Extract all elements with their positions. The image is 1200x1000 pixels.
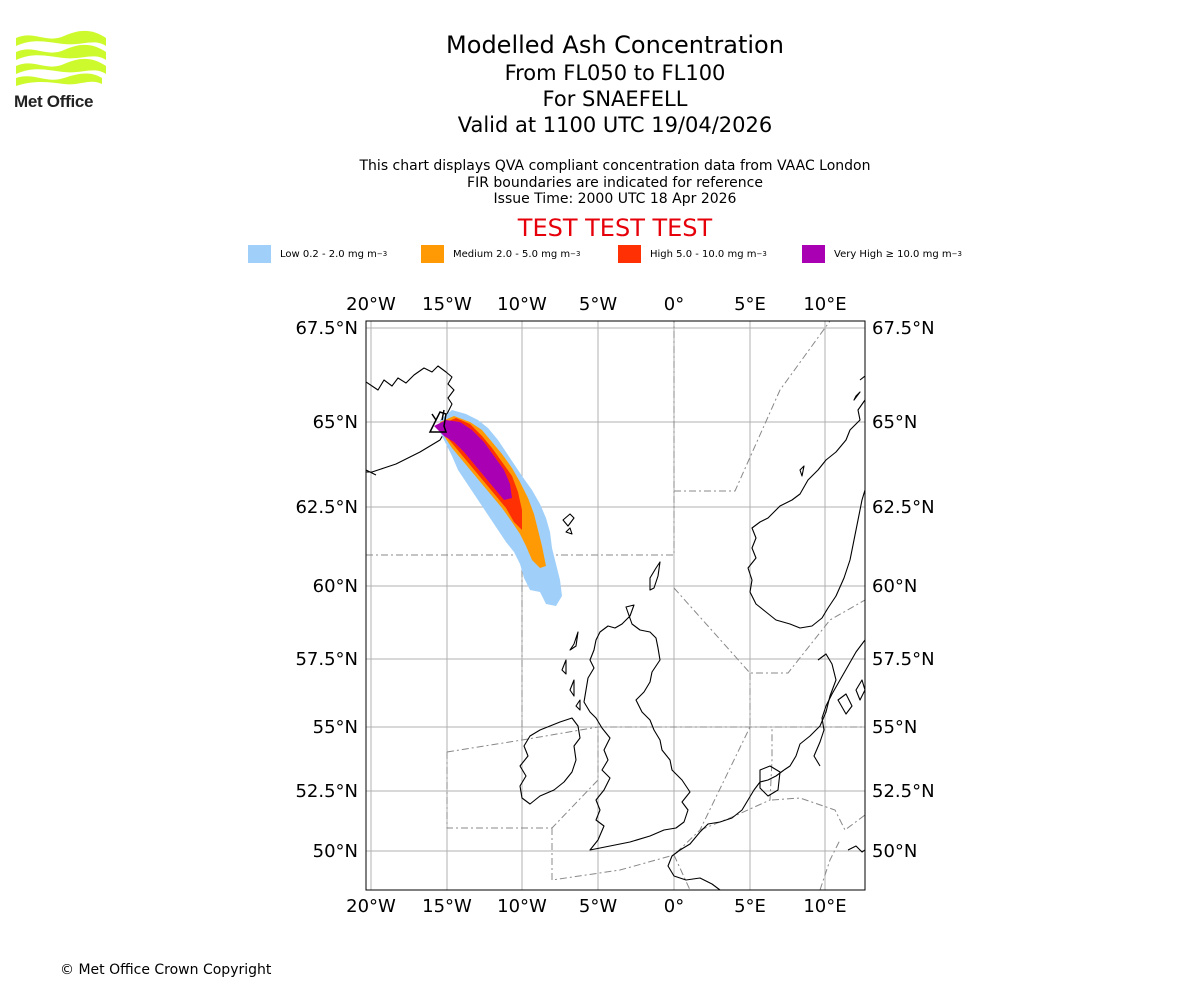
lat-tick-left: 60°N bbox=[313, 576, 358, 597]
norway-coast bbox=[747, 399, 865, 629]
lon-tick-bottom: 5°W bbox=[579, 896, 617, 917]
volcano-marker bbox=[428, 409, 448, 433]
legend-swatch-medium bbox=[421, 245, 444, 263]
iceland-coast bbox=[366, 365, 455, 473]
lat-tick-right: 52.5°N bbox=[872, 781, 935, 802]
lon-tick-bottom: 0° bbox=[664, 896, 684, 917]
fir-boundaries bbox=[366, 321, 865, 890]
legend-label-very-high: Very High ≥ 10.0 mg m bbox=[834, 248, 952, 260]
legend-swatch-high bbox=[618, 245, 641, 263]
copyright-notice: © Met Office Crown Copyright bbox=[60, 962, 272, 978]
lat-tick-left: 52.5°N bbox=[295, 781, 358, 802]
lon-tick-bottom: 20°W bbox=[346, 896, 396, 917]
legend-label-low: Low 0.2 - 2.0 mg m bbox=[280, 248, 377, 260]
continental-coast bbox=[667, 769, 785, 890]
legend-item-high: High 5.0 - 10.0 mg m −3 bbox=[618, 244, 767, 264]
subtitle-block: This chart displays QVA compliant concen… bbox=[315, 158, 915, 208]
lon-tick-bottom: 10°W bbox=[497, 896, 547, 917]
legend-item-medium: Medium 2.0 - 5.0 mg m −3 bbox=[421, 244, 580, 264]
lat-tick-right: 62.5°N bbox=[872, 497, 935, 518]
chart-title: Modelled Ash Concentration bbox=[446, 31, 784, 59]
legend-swatch-very-high bbox=[802, 245, 825, 263]
lat-tick-left: 67.5°N bbox=[295, 318, 358, 339]
lon-tick-top: 10°W bbox=[497, 294, 547, 315]
great-britain-coast bbox=[583, 604, 691, 851]
subtitle-line-2: FIR boundaries are indicated for referen… bbox=[467, 174, 763, 191]
legend-item-low: Low 0.2 - 2.0 mg m −3 bbox=[248, 244, 387, 264]
ash-plume bbox=[434, 410, 562, 606]
lon-tick-top: 10°E bbox=[803, 294, 846, 315]
volcano-name: For SNAEFELL bbox=[542, 87, 688, 111]
legend-label-medium: Medium 2.0 - 5.0 mg m bbox=[453, 248, 571, 260]
map-frame bbox=[365, 320, 866, 891]
lat-tick-left: 62.5°N bbox=[295, 497, 358, 518]
legend-label-high: High 5.0 - 10.0 mg m bbox=[650, 248, 757, 260]
subtitle-line-1: This chart displays QVA compliant concen… bbox=[359, 158, 871, 174]
lat-tick-left: 50°N bbox=[313, 841, 358, 862]
lon-tick-top: 0° bbox=[664, 294, 684, 315]
lat-tick-left: 55°N bbox=[313, 717, 358, 738]
lon-tick-top: 5°E bbox=[734, 294, 766, 315]
lat-tick-right: 65°N bbox=[872, 412, 917, 433]
lon-tick-bottom: 5°E bbox=[734, 896, 766, 917]
lon-tick-bottom: 15°W bbox=[422, 896, 472, 917]
lon-tick-bottom: 10°E bbox=[803, 896, 846, 917]
lat-tick-right: 57.5°N bbox=[872, 649, 935, 670]
valid-time: Valid at 1100 UTC 19/04/2026 bbox=[457, 113, 773, 137]
lon-tick-top: 20°W bbox=[346, 294, 396, 315]
lat-tick-right: 67.5°N bbox=[872, 318, 935, 339]
flight-level-range: From FL050 to FL100 bbox=[504, 61, 726, 85]
legend-item-very-high: Very High ≥ 10.0 mg m −3 bbox=[802, 244, 962, 264]
ireland-coast bbox=[519, 717, 581, 805]
legend-swatch-low bbox=[248, 245, 271, 263]
issue-time: Issue Time: 2000 UTC 18 Apr 2026 bbox=[493, 191, 737, 207]
lat-tick-right: 50°N bbox=[872, 841, 917, 862]
legend: Low 0.2 - 2.0 mg m −3 Medium 2.0 - 5.0 mg… bbox=[0, 244, 1200, 264]
lon-tick-top: 5°W bbox=[579, 294, 617, 315]
denmark-coast bbox=[813, 639, 865, 767]
lat-tick-right: 55°N bbox=[872, 717, 917, 738]
lat-tick-left: 65°N bbox=[313, 412, 358, 433]
test-banner: TEST TEST TEST bbox=[517, 214, 713, 242]
met-office-logo: Met Office bbox=[14, 30, 109, 112]
chart-title-block: Modelled Ash Concentration From FL050 to… bbox=[315, 30, 915, 138]
coastlines bbox=[366, 365, 865, 890]
graticule bbox=[366, 321, 865, 890]
lat-tick-left: 57.5°N bbox=[295, 649, 358, 670]
faroe-islands bbox=[562, 513, 575, 535]
shetland bbox=[649, 561, 661, 591]
lat-tick-right: 60°N bbox=[872, 576, 917, 597]
ash-very-high bbox=[434, 420, 512, 500]
lon-tick-top: 15°W bbox=[422, 294, 472, 315]
logo-text: Met Office bbox=[14, 92, 94, 111]
